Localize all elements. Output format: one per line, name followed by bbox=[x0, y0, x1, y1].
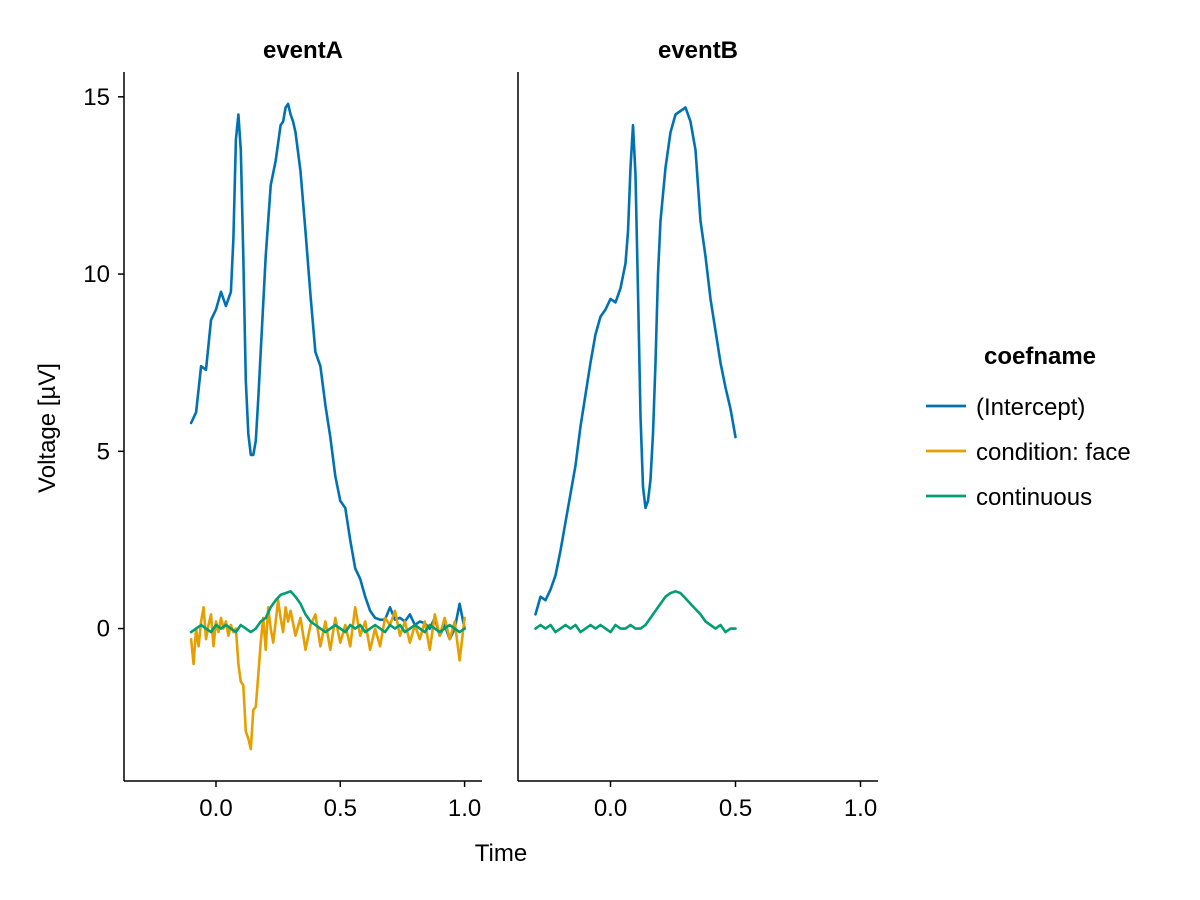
panel-eventA: eventA 0.0 0.5 1.0 0 5 10 15 bbox=[83, 37, 482, 822]
legend-label: (Intercept) bbox=[976, 394, 1085, 421]
y-tick-label: 10 bbox=[83, 261, 110, 288]
x-tick-label: 1.0 bbox=[448, 795, 481, 822]
legend-item: continuous bbox=[926, 484, 1092, 511]
x-axis-label: Time bbox=[475, 840, 527, 867]
series-line-continuous bbox=[189, 589, 466, 634]
panel-title: eventA bbox=[263, 37, 343, 64]
legend-label: condition: face bbox=[976, 439, 1131, 466]
y-tick-label: 15 bbox=[83, 84, 110, 111]
legend-item: condition: face bbox=[926, 439, 1131, 466]
x-tick-label: 0.5 bbox=[719, 795, 752, 822]
legend-item: (Intercept) bbox=[926, 394, 1085, 421]
legend-title: coefname bbox=[984, 343, 1096, 370]
chart-panels: eventA 0.0 0.5 1.0 0 5 10 15 eventB 0.0 0.5 1.0 bbox=[83, 37, 878, 822]
x-tick-label: 0.5 bbox=[324, 795, 357, 822]
panel-title: eventB bbox=[658, 37, 738, 64]
series-line-intercept bbox=[189, 102, 466, 641]
series-line-condition-face bbox=[189, 598, 466, 751]
y-tick-label: 5 bbox=[97, 438, 110, 465]
series-line-intercept bbox=[534, 106, 737, 616]
y-axis-label: Voltage [µV] bbox=[34, 363, 61, 493]
legend: coefname (Intercept) condition: face conti… bbox=[926, 343, 1131, 511]
panel-eventB: eventB 0.0 0.5 1.0 bbox=[517, 37, 878, 822]
legend-entries: (Intercept) condition: face continuous bbox=[926, 394, 1131, 511]
x-tick-label: 0.0 bbox=[199, 795, 232, 822]
y-tick-label: 0 bbox=[97, 616, 110, 643]
x-tick-label: 0.0 bbox=[594, 795, 627, 822]
series-line-continuous bbox=[534, 589, 737, 634]
x-tick-label: 1.0 bbox=[844, 795, 877, 822]
legend-label: continuous bbox=[976, 484, 1092, 511]
